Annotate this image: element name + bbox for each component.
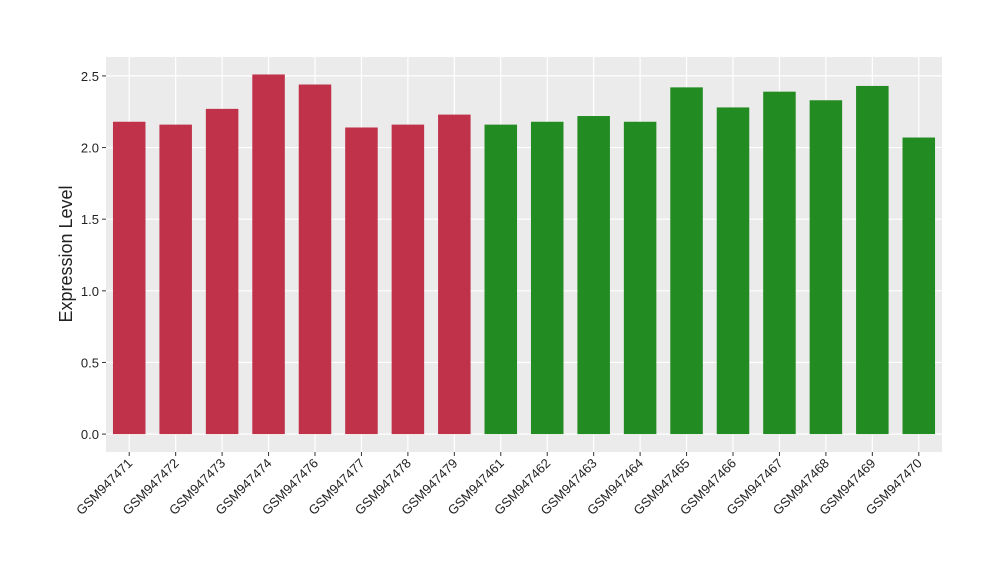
bar [623,121,657,435]
y-axis-label: Expression Level [56,185,76,322]
bar [670,87,703,435]
bar [345,127,378,435]
y-tick-label: 2.0 [81,141,99,156]
bar [530,121,564,435]
bar [205,108,239,435]
y-tick-label: 1.5 [81,212,99,227]
bar [391,124,425,435]
plot-panel [106,57,942,452]
bar [438,114,471,435]
y-tick-label: 0.5 [81,355,99,370]
y-tick-label: 1.0 [81,284,99,299]
bar [763,91,796,435]
bar [577,116,610,435]
bar [856,85,889,435]
bar [809,100,843,435]
y-tick-label: 0.0 [81,427,99,442]
bar [484,124,518,435]
bar [298,84,332,435]
bar [716,107,750,435]
bar [902,137,936,435]
y-tick-label: 2.5 [81,69,99,84]
bar [159,124,192,435]
bar [252,74,285,435]
bar [112,121,146,435]
